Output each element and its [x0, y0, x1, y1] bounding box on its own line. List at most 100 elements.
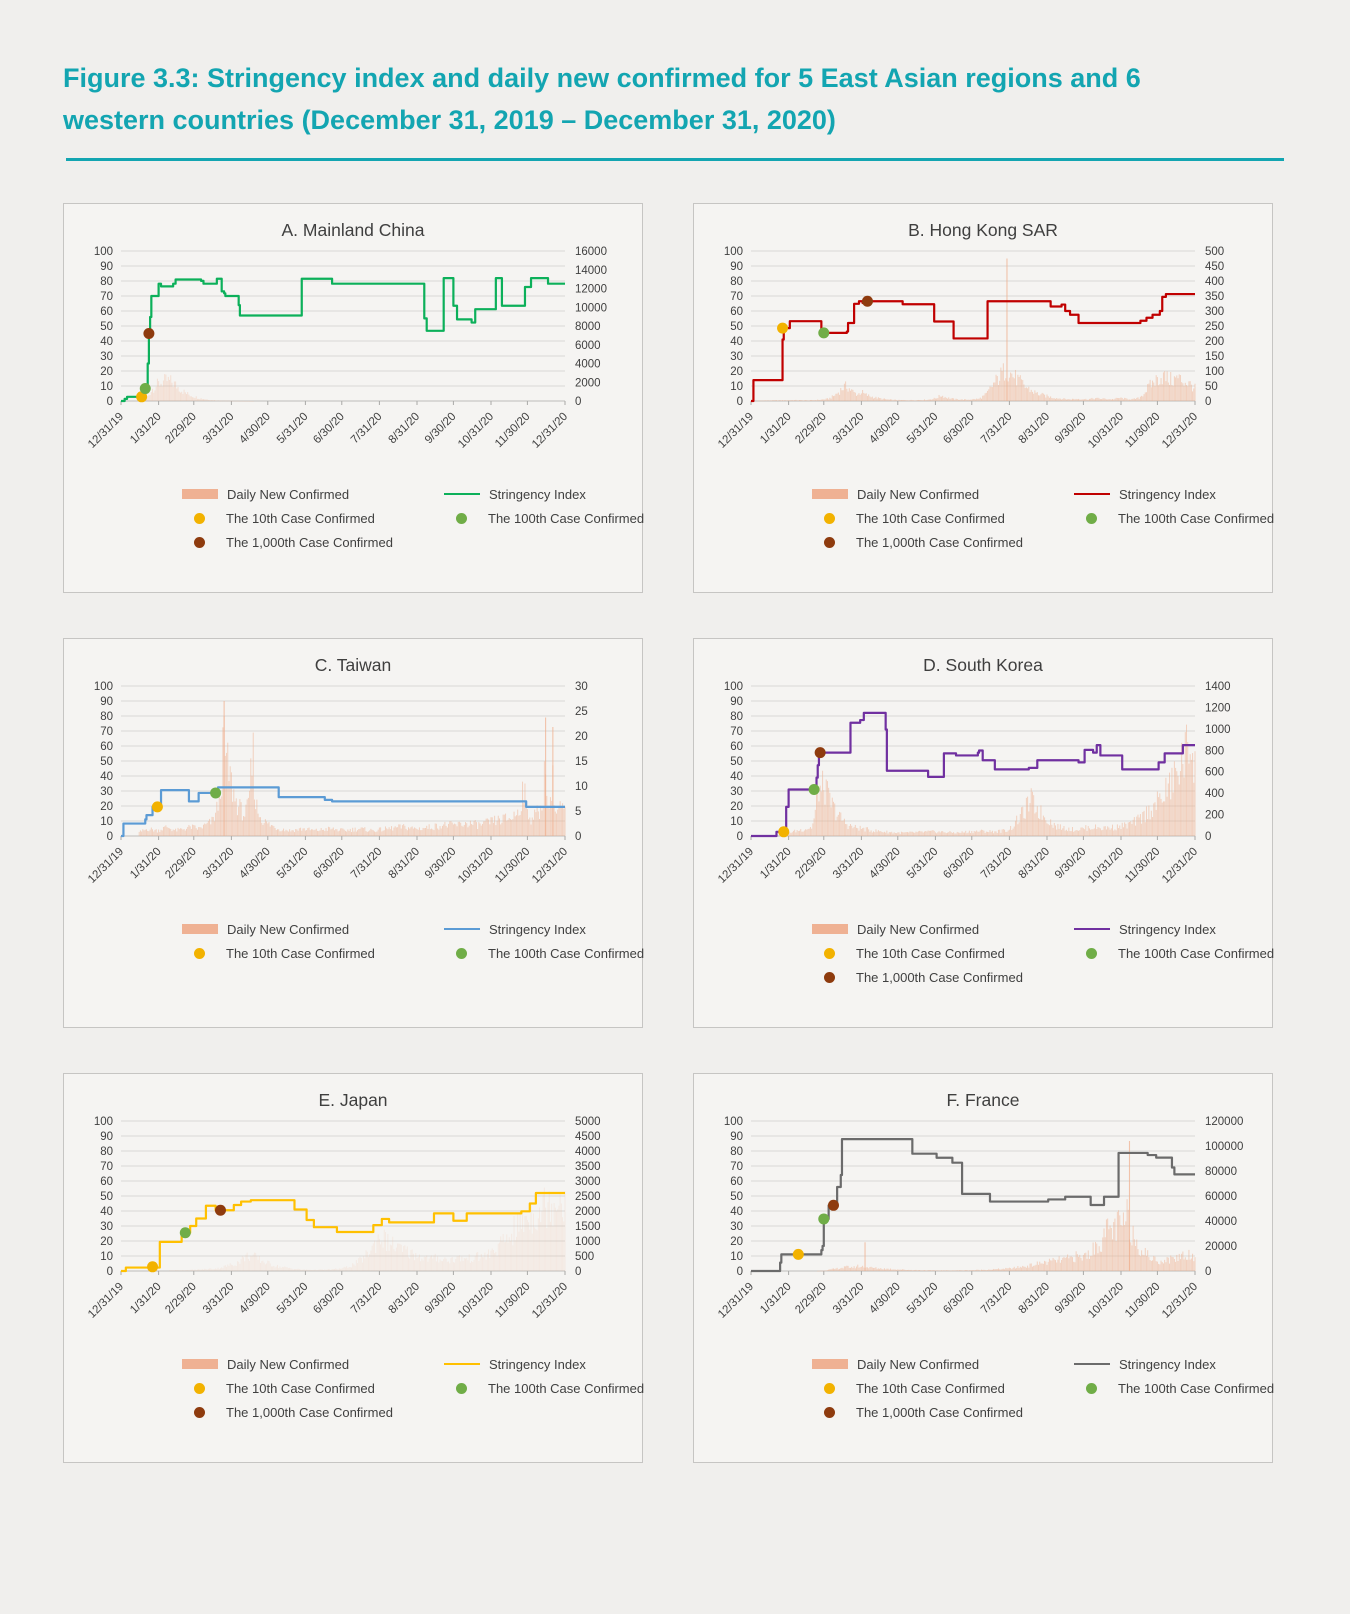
right-axis-tick: 8000	[575, 321, 601, 333]
left-axis-tick: 60	[730, 741, 743, 753]
right-axis-tick: 2000	[575, 1206, 601, 1218]
left-axis-tick: 100	[94, 1116, 113, 1128]
daily-new-confirmed-swatch	[182, 489, 218, 500]
right-axis-tick: 0	[575, 396, 581, 408]
left-axis-tick: 80	[730, 1146, 743, 1158]
svg-text:7/31/20: 7/31/20	[979, 845, 1015, 881]
chart-legend: Daily New Confirmed Stringency Index The…	[812, 1357, 1274, 1420]
chart-legend: Daily New Confirmed Stringency Index The…	[812, 922, 1274, 985]
svg-text:8/31/20: 8/31/20	[1017, 1280, 1053, 1316]
gridlines	[751, 1120, 1195, 1272]
svg-text:2/29/20: 2/29/20	[793, 845, 829, 881]
legend-tenth-item: The 10th Case Confirmed	[182, 946, 444, 961]
right-axis-tick: 1500	[575, 1221, 601, 1233]
legend-daily-label: Daily New Confirmed	[227, 1356, 350, 1372]
svg-text:3/31/20: 3/31/20	[201, 845, 237, 881]
legend-thousandth-item: The 1,000th Case Confirmed	[182, 1405, 444, 1420]
legend-stringency-label: Stringency Index	[489, 921, 586, 937]
svg-text:5/31/20: 5/31/20	[905, 410, 941, 446]
right-axis-tick: 30	[575, 681, 588, 693]
daily-new-confirmed-bars	[144, 373, 254, 402]
left-axis-tick: 90	[730, 696, 743, 708]
svg-text:2/29/20: 2/29/20	[163, 845, 199, 881]
chart-canvas: 0102030405060708090100020040060080010001…	[716, 681, 1231, 886]
right-axis-tick: 3000	[575, 1176, 601, 1188]
left-axis-tick: 80	[100, 1146, 113, 1158]
chart-panel-south-korea: D. South Korea 0 10 20 30 40 50 60 70 80 90 100 0 20…	[693, 637, 1274, 1028]
right-axis-tick: 1000	[1205, 724, 1231, 736]
legend-hundredth-label: The 100th Case Confirmed	[488, 510, 645, 526]
left-axis-tick: 100	[94, 246, 113, 258]
chart-title: F. France	[946, 1089, 1020, 1110]
legend-hundredth-item: The 100th Case Confirmed	[1074, 511, 1274, 526]
stringency-line-swatch	[1074, 927, 1110, 931]
stringency-line	[121, 1191, 565, 1272]
right-axis-tick: 100	[1205, 366, 1224, 378]
left-axis-tick: 20	[730, 1236, 743, 1248]
svg-text:2/29/20: 2/29/20	[163, 1280, 199, 1316]
legend-stringency-label: Stringency Index	[1119, 486, 1216, 502]
legend-stringency-item: Stringency Index	[444, 1357, 644, 1372]
svg-text:8/31/20: 8/31/20	[387, 1280, 423, 1316]
hundredth-case-marker-icon	[456, 1382, 467, 1394]
daily-confirmed-spike	[1006, 258, 1008, 401]
left-axis-tick: 60	[100, 1176, 113, 1188]
svg-text:12/31/19: 12/31/19	[716, 845, 756, 885]
tenth-case-marker	[777, 322, 789, 334]
stringency-line	[751, 711, 1195, 837]
svg-text:4/30/20: 4/30/20	[867, 410, 903, 446]
chart-legend: Daily New Confirmed Stringency Index The…	[812, 486, 1274, 550]
svg-text:5/31/20: 5/31/20	[905, 1280, 941, 1316]
hundredth-case-marker-icon	[456, 512, 467, 524]
thousandth-case-marker-icon	[824, 1406, 835, 1418]
svg-text:5/31/20: 5/31/20	[905, 845, 941, 881]
svg-text:9/30/20: 9/30/20	[423, 1280, 459, 1316]
stringency-line-swatch	[444, 927, 480, 931]
daily-new-confirmed-swatch	[812, 489, 848, 500]
chart-panel-france: F. France 0 10 20 30 40 50 60 70 80 90 100 0 20000 40…	[693, 1072, 1274, 1463]
chart-legend: Daily New Confirmed Stringency Index The…	[182, 921, 644, 961]
left-axis-tick: 30	[730, 1221, 743, 1233]
right-axis-tick: 20000	[1205, 1241, 1237, 1253]
left-axis-tick: 60	[100, 741, 113, 753]
case-markers	[792, 1199, 839, 1260]
left-axis-tick: 20	[730, 366, 743, 378]
svg-text:12/31/20: 12/31/20	[530, 410, 570, 450]
daily-new-confirmed-swatch	[182, 924, 218, 935]
case-markers	[147, 1204, 226, 1272]
svg-text:12/31/20: 12/31/20	[1160, 1280, 1200, 1320]
page: Figure 3.3: Stringency index and daily n…	[63, 63, 1284, 1463]
left-axis-tick: 30	[100, 351, 113, 363]
legend-daily-item: Daily New Confirmed	[812, 1357, 1074, 1372]
svg-text:8/31/20: 8/31/20	[1017, 410, 1053, 446]
left-axis-tick: 90	[100, 696, 113, 708]
legend-daily-item: Daily New Confirmed	[812, 487, 1074, 502]
left-axis-tick: 20	[100, 801, 113, 813]
tenth-case-marker	[792, 1248, 804, 1260]
case-markers	[778, 746, 826, 837]
right-axis-tick: 2000	[575, 377, 601, 389]
left-axis-tick: 70	[100, 1161, 113, 1173]
tenth-case-marker	[136, 390, 148, 402]
right-axis-tick: 4000	[575, 358, 601, 370]
svg-text:6/30/20: 6/30/20	[311, 1280, 347, 1316]
tenth-case-marker-icon	[194, 1382, 205, 1394]
svg-text:6/30/20: 6/30/20	[941, 410, 977, 446]
x-axis-labels: 12/31/19 1/31/20 2/29/20 3/31/20 4/30/20 5/31…	[716, 400, 1200, 450]
stringency-line-swatch	[1074, 1362, 1110, 1366]
left-axis-tick: 20	[730, 801, 743, 813]
svg-text:7/31/20: 7/31/20	[349, 845, 385, 881]
svg-text:10/31/20: 10/31/20	[456, 845, 496, 885]
thousandth-case-marker	[861, 295, 873, 307]
svg-text:10/31/20: 10/31/20	[1086, 410, 1126, 450]
left-axis-tick: 80	[100, 276, 113, 288]
right-axis-tick: 6000	[575, 339, 601, 351]
left-axis-tick: 70	[100, 726, 113, 738]
svg-text:6/30/20: 6/30/20	[941, 845, 977, 881]
hundredth-case-marker-icon	[1086, 512, 1097, 524]
left-axis-tick: 40	[730, 336, 743, 348]
left-axis-tick: 90	[730, 261, 743, 273]
chart-canvas: 0102030405060708090100050010001500200025…	[86, 1116, 601, 1321]
svg-text:9/30/20: 9/30/20	[1053, 410, 1089, 446]
left-axis-tick: 90	[100, 1131, 113, 1143]
